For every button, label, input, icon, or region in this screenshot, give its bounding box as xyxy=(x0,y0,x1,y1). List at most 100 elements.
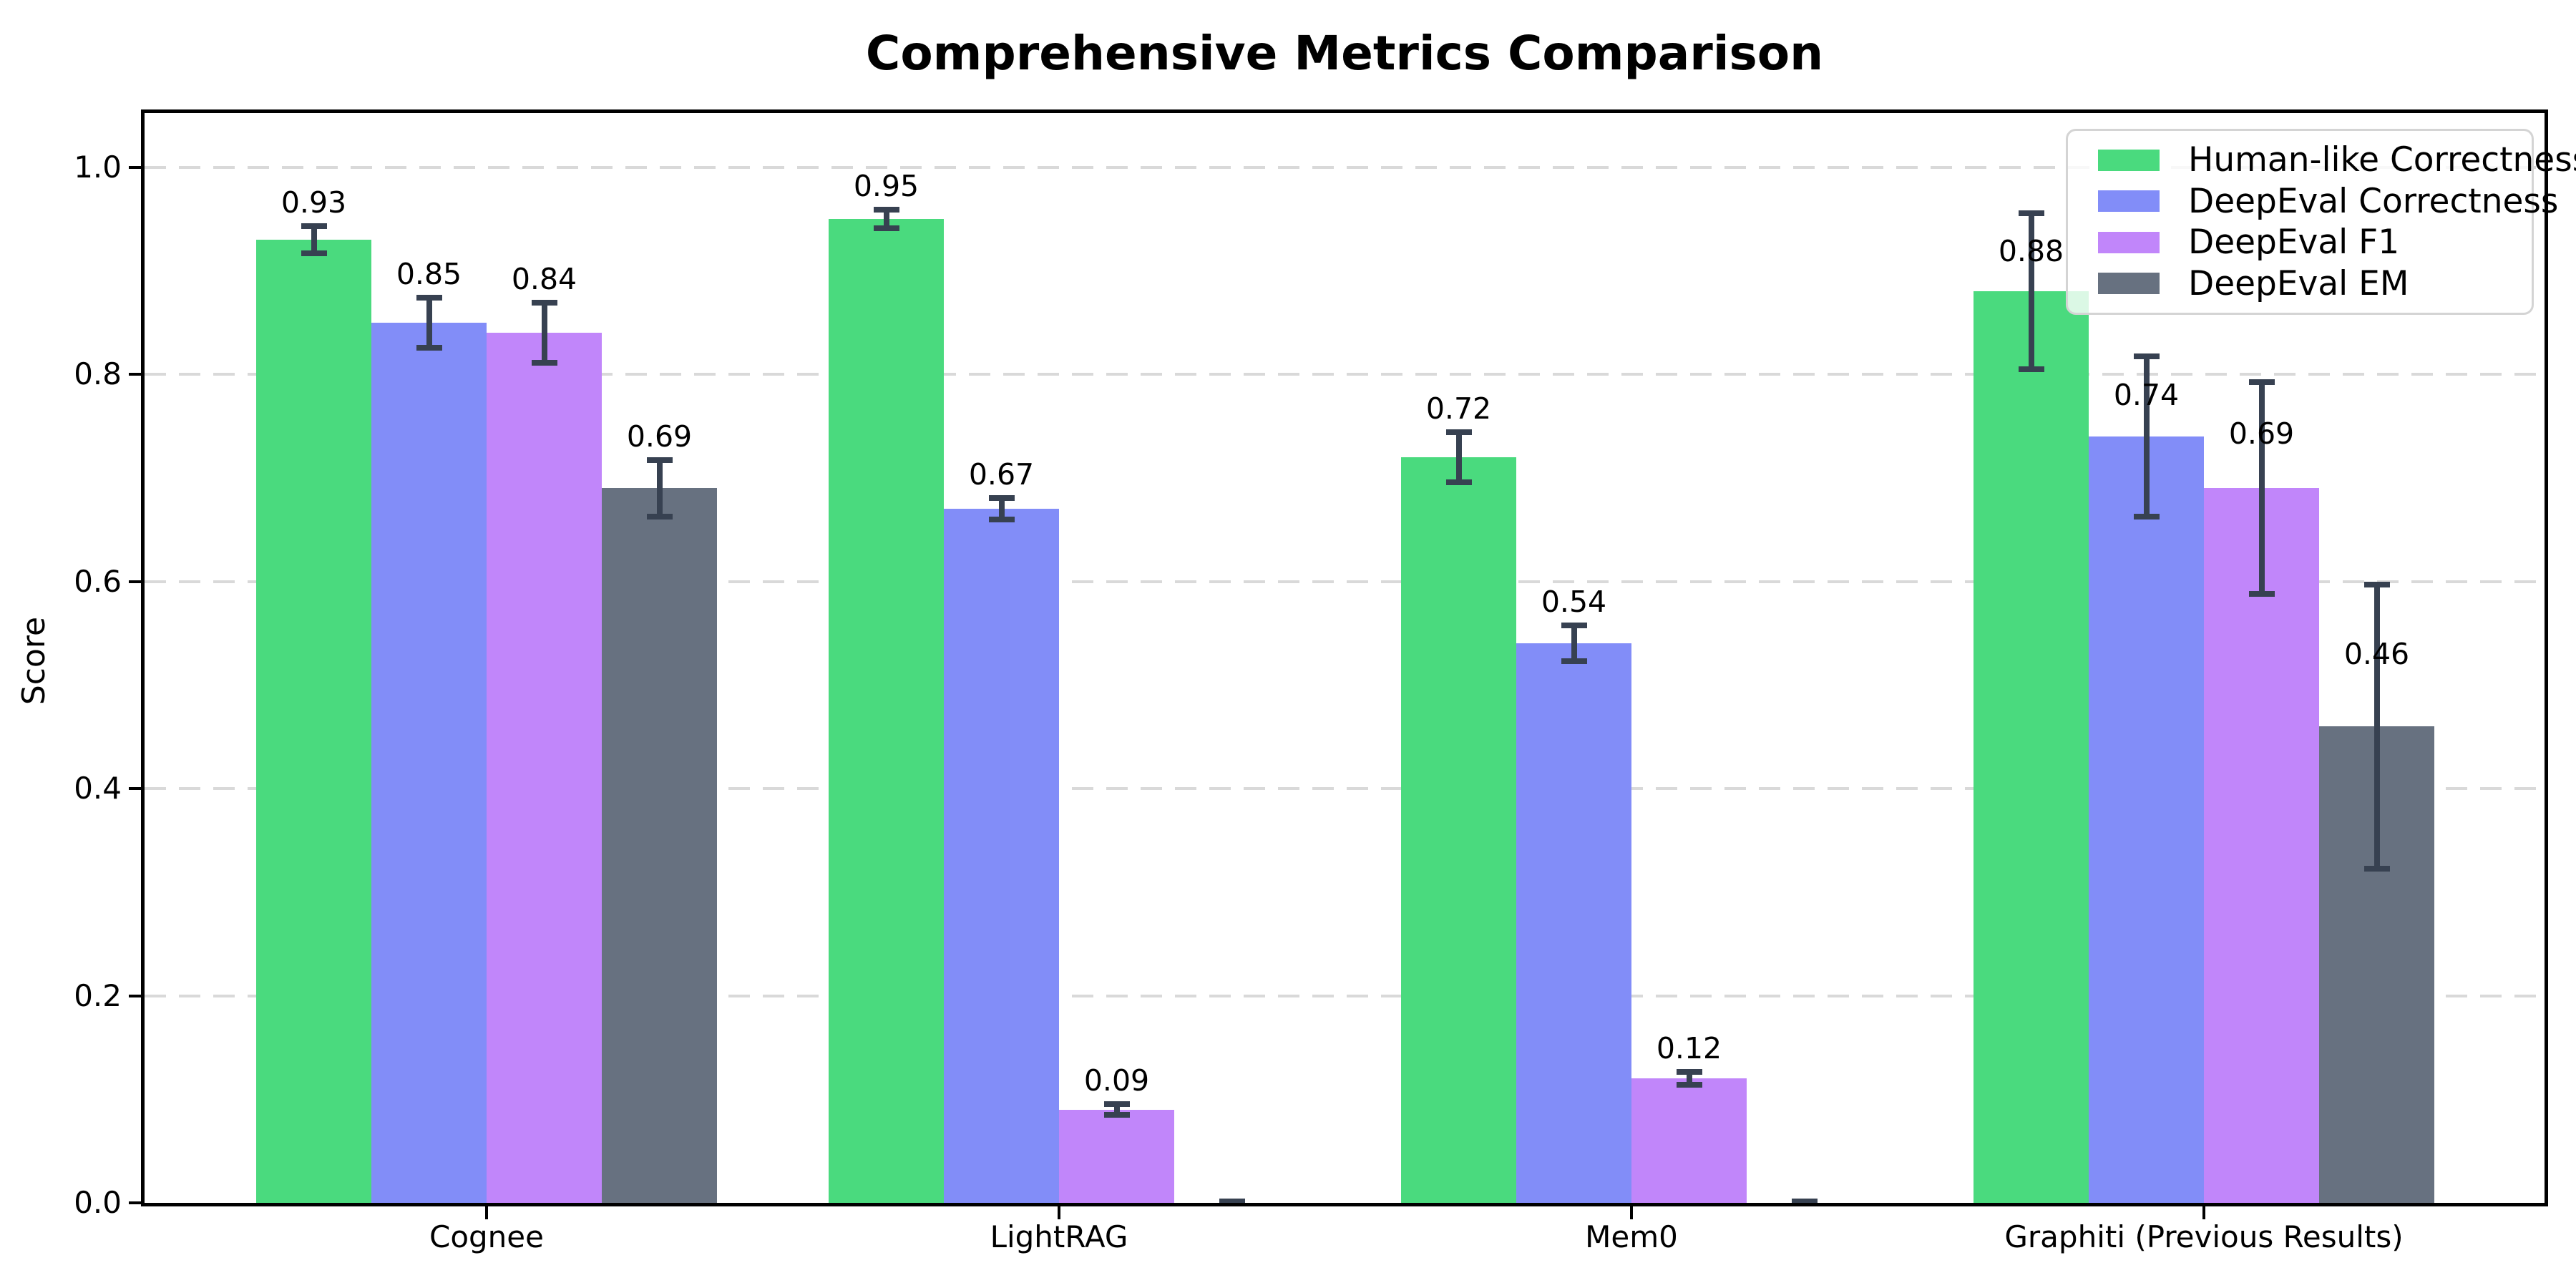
legend: Human-like Correctness DeepEval Correctne… xyxy=(2066,129,2576,315)
error-bar-cap-top xyxy=(988,495,1015,502)
bar-cognee-series1 xyxy=(256,239,371,1203)
error-bar-cap-bottom xyxy=(2248,591,2275,597)
error-bar xyxy=(416,294,442,351)
error-bar-cap-top xyxy=(2018,210,2044,217)
legend-label: DeepEval EM xyxy=(2188,263,2409,303)
y-axis-label: Score xyxy=(16,616,52,706)
error-bar-cap-top xyxy=(1219,1199,1245,1203)
error-bar-cap-bottom xyxy=(2133,513,2160,519)
error-bar xyxy=(1791,1199,1818,1203)
chart-title: Comprehensive Metrics Comparison xyxy=(865,26,1824,81)
y-tick-label: 1.0 xyxy=(74,149,122,185)
legend-swatch xyxy=(2098,190,2160,213)
y-tick-label: 0.0 xyxy=(74,1185,122,1220)
error-bar-line xyxy=(1686,1069,1692,1088)
bar-value-label: 0.46 xyxy=(2343,636,2410,671)
error-bar-cap-bottom xyxy=(873,225,899,232)
error-bar-cap-top xyxy=(1103,1101,1130,1108)
y-tick xyxy=(129,994,145,997)
y-tick xyxy=(129,787,145,790)
legend-label: DeepEval Correctness xyxy=(2188,181,2559,221)
legend-item: DeepEval F1 xyxy=(2068,223,2532,263)
gridline xyxy=(145,165,2545,169)
bar-lightrag-series3 xyxy=(1059,1109,1174,1203)
error-bar xyxy=(1445,429,1472,485)
plot-area: 0.93 0.95 0.72 0.88 0.85 0.67 0.54 0.74 0.84 0.09… xyxy=(145,113,2545,1203)
error-bar-cap-top xyxy=(1676,1069,1702,1075)
legend-item: Human-like Correctness xyxy=(2068,140,2576,180)
bar-mem0-series3 xyxy=(1631,1078,1747,1203)
y-tick xyxy=(129,165,145,169)
error-bar xyxy=(1103,1101,1130,1118)
x-tick-label: Mem0 xyxy=(1585,1219,1678,1254)
legend-item: DeepEval Correctness xyxy=(2068,181,2558,221)
error-bar-cap-top xyxy=(1791,1199,1818,1203)
gridline xyxy=(145,373,2545,376)
bar-value-label: 0.72 xyxy=(1425,391,1492,426)
error-bar xyxy=(2248,379,2275,597)
x-tick-label: Graphiti (Previous Results) xyxy=(2004,1219,2404,1254)
bar-value-label: 0.69 xyxy=(2228,416,2295,452)
bar-graphiti-previous-results--series3 xyxy=(2204,488,2319,1203)
error-bar-cap-bottom xyxy=(1103,1112,1130,1118)
legend-swatch xyxy=(2098,273,2160,295)
bar-lightrag-series1 xyxy=(829,218,944,1203)
x-tick xyxy=(485,1206,488,1219)
error-bar-cap-top xyxy=(2363,581,2390,587)
legend-swatch xyxy=(2098,231,2160,253)
legend-label: Human-like Correctness xyxy=(2188,140,2576,180)
legend-swatch xyxy=(2098,149,2160,171)
bar-cognee-series2 xyxy=(371,322,487,1203)
error-bar-line xyxy=(883,206,889,232)
error-bar-line xyxy=(2258,379,2265,597)
bar-value-label: 0.84 xyxy=(511,261,577,296)
gridline xyxy=(145,787,2545,790)
error-bar-cap-bottom xyxy=(2363,865,2390,872)
gridline xyxy=(145,994,2545,997)
error-bar-cap-bottom xyxy=(988,516,1015,522)
y-tick-label: 0.2 xyxy=(74,977,122,1013)
bar-value-label: 0.95 xyxy=(853,168,919,203)
bar-value-label: 0.93 xyxy=(280,185,347,220)
bar-graphiti-previous-results--series1 xyxy=(1974,291,2089,1203)
error-bar-cap-bottom xyxy=(1791,1201,1818,1203)
x-tick xyxy=(2202,1206,2205,1219)
bar-value-label: 0.85 xyxy=(396,256,462,291)
error-bar-cap-top xyxy=(1561,623,1587,629)
x-tick-label: Cognee xyxy=(429,1219,544,1254)
bar-value-label: 0.54 xyxy=(1541,585,1607,620)
error-bar-line xyxy=(2373,581,2380,872)
error-bar-line xyxy=(656,457,663,519)
error-bar xyxy=(988,495,1015,522)
bar-cognee-series4 xyxy=(602,488,717,1203)
error-bar-cap-bottom xyxy=(1219,1201,1245,1203)
error-bar-cap-top xyxy=(531,299,557,306)
gridline xyxy=(145,580,2545,583)
error-bar-line xyxy=(2028,210,2034,373)
error-bar-cap-bottom xyxy=(2018,366,2044,373)
error-bar-cap-top xyxy=(2248,379,2275,386)
error-bar-line xyxy=(2143,353,2150,519)
bar-lightrag-series2 xyxy=(944,509,1059,1203)
error-bar-cap-bottom xyxy=(531,360,557,366)
error-bar-cap-bottom xyxy=(301,250,327,256)
error-bar xyxy=(1219,1199,1245,1203)
bar-graphiti-previous-results--series2 xyxy=(2089,436,2204,1203)
error-bar-line xyxy=(541,299,547,366)
bar-value-label: 0.12 xyxy=(1656,1031,1722,1066)
error-bar-cap-top xyxy=(646,457,673,463)
error-bar-cap-bottom xyxy=(646,513,673,519)
error-bar-cap-bottom xyxy=(416,344,442,351)
error-bar xyxy=(646,457,673,519)
error-bar xyxy=(301,223,327,256)
error-bar-cap-bottom xyxy=(1676,1082,1702,1088)
error-bar xyxy=(873,206,899,232)
y-tick xyxy=(129,580,145,583)
error-bar-line xyxy=(1571,623,1577,665)
bar-mem0-series2 xyxy=(1516,643,1631,1203)
plot-frame xyxy=(141,109,2548,1206)
bar-cognee-series3 xyxy=(487,333,602,1203)
x-tick-label: LightRAG xyxy=(990,1219,1128,1254)
error-bar-cap-top xyxy=(416,294,442,301)
